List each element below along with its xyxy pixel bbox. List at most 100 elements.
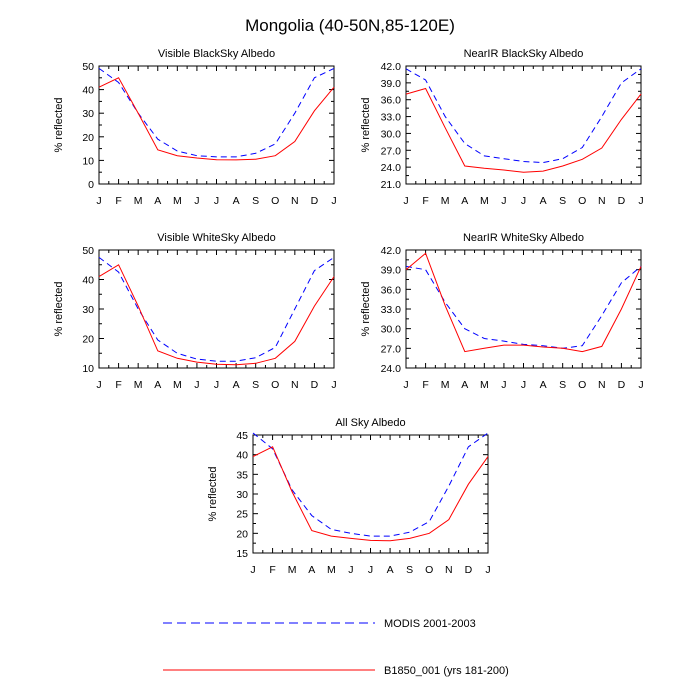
x-tick-label: M: [327, 564, 336, 576]
x-tick-label: A: [540, 379, 547, 391]
y-tick-label: 21.0: [381, 179, 402, 191]
y-tick-label: 39.0: [381, 78, 402, 90]
series-line-modis: [98, 67, 335, 158]
y-tick-label: 40: [236, 450, 248, 462]
series-line-b1850: [98, 77, 335, 161]
x-tick-label: M: [480, 379, 489, 391]
x-tick-label: M: [173, 195, 182, 207]
plot-frame: [98, 249, 335, 369]
x-tick-label: J: [194, 379, 199, 391]
y-axis-label: % reflected: [53, 97, 65, 152]
x-tick-label: N: [598, 195, 606, 207]
y-tick-label: 30: [82, 304, 94, 316]
figure-title: Mongolia (40-50N,85-120E): [245, 16, 455, 35]
plot-frame: [98, 65, 335, 185]
y-tick-label: 30.0: [381, 324, 402, 336]
x-tick-label: A: [154, 195, 161, 207]
x-tick-label: O: [271, 379, 279, 391]
series-line-modis: [405, 265, 642, 349]
y-tick-label: 0: [88, 179, 94, 191]
y-tick-label: 20: [82, 334, 94, 346]
y-tick-label: 42.0: [381, 61, 402, 73]
x-tick-label: J: [638, 195, 643, 207]
x-tick-label: D: [311, 379, 319, 391]
x-tick-label: N: [291, 379, 299, 391]
x-tick-label: J: [521, 379, 526, 391]
x-tick-label: A: [540, 195, 547, 207]
x-tick-label: J: [348, 564, 353, 576]
x-tick-label: A: [233, 379, 240, 391]
x-tick-label: M: [441, 195, 450, 207]
y-tick-label: 36.0: [381, 95, 402, 107]
x-tick-label: J: [331, 195, 336, 207]
y-tick-label: 40: [82, 275, 94, 287]
x-tick-label: S: [252, 379, 259, 391]
y-tick-label: 10: [82, 363, 94, 375]
x-tick-label: S: [252, 195, 259, 207]
x-tick-label: N: [291, 195, 299, 207]
x-tick-label: D: [465, 564, 473, 576]
x-tick-label: J: [501, 379, 506, 391]
series-line-b1850: [405, 252, 642, 353]
legend: MODIS 2001-2003 B1850_001 (yrs 181-200): [163, 618, 509, 677]
y-tick-label: 42.0: [381, 245, 402, 257]
x-tick-label: O: [578, 195, 586, 207]
plot-frame: [252, 434, 489, 554]
y-tick-label: 33.0: [381, 304, 402, 316]
x-tick-label: J: [96, 379, 101, 391]
x-tick-label: A: [387, 564, 394, 576]
y-tick-label: 30: [82, 108, 94, 120]
x-tick-label: J: [214, 195, 219, 207]
x-tick-label: N: [445, 564, 453, 576]
y-axis-label: % reflected: [360, 97, 372, 152]
x-tick-label: J: [96, 195, 101, 207]
x-tick-label: F: [269, 564, 275, 576]
x-tick-label: J: [214, 379, 219, 391]
y-tick-label: 24.0: [381, 162, 402, 174]
panel-title: NearIR WhiteSky Albedo: [463, 232, 584, 244]
y-tick-label: 50: [82, 245, 94, 257]
y-tick-label: 39.0: [381, 265, 402, 277]
y-tick-label: 27.0: [381, 343, 402, 355]
y-tick-label: 27.0: [381, 145, 402, 157]
x-tick-label: J: [250, 564, 255, 576]
y-tick-label: 25: [236, 509, 248, 521]
x-tick-label: M: [134, 195, 143, 207]
x-tick-label: F: [115, 195, 121, 207]
x-tick-label: A: [154, 379, 161, 391]
x-tick-label: F: [422, 379, 428, 391]
legend-label-b1850: B1850_001 (yrs 181-200): [384, 665, 509, 677]
x-tick-label: J: [521, 195, 526, 207]
y-tick-label: 15: [236, 548, 248, 560]
x-tick-label: O: [271, 195, 279, 207]
y-tick-label: 50: [82, 61, 94, 73]
series-line-b1850: [405, 87, 642, 173]
y-tick-label: 10: [82, 155, 94, 167]
x-tick-label: A: [308, 564, 315, 576]
x-tick-label: M: [441, 379, 450, 391]
x-tick-label: O: [578, 379, 586, 391]
series-line-modis: [405, 68, 642, 164]
x-tick-label: J: [403, 195, 408, 207]
series-line-b1850: [98, 264, 335, 366]
y-tick-label: 20: [82, 132, 94, 144]
y-tick-label: 40: [82, 85, 94, 97]
panel-title: All Sky Albedo: [335, 417, 405, 429]
x-tick-label: M: [288, 564, 297, 576]
y-tick-label: 30: [236, 489, 248, 501]
x-tick-label: J: [403, 379, 408, 391]
x-tick-label: A: [233, 195, 240, 207]
x-tick-label: S: [406, 564, 413, 576]
x-tick-label: J: [331, 379, 336, 391]
series-line-modis: [252, 432, 489, 537]
x-tick-label: D: [618, 195, 626, 207]
x-tick-label: F: [115, 379, 121, 391]
x-tick-label: S: [559, 379, 566, 391]
